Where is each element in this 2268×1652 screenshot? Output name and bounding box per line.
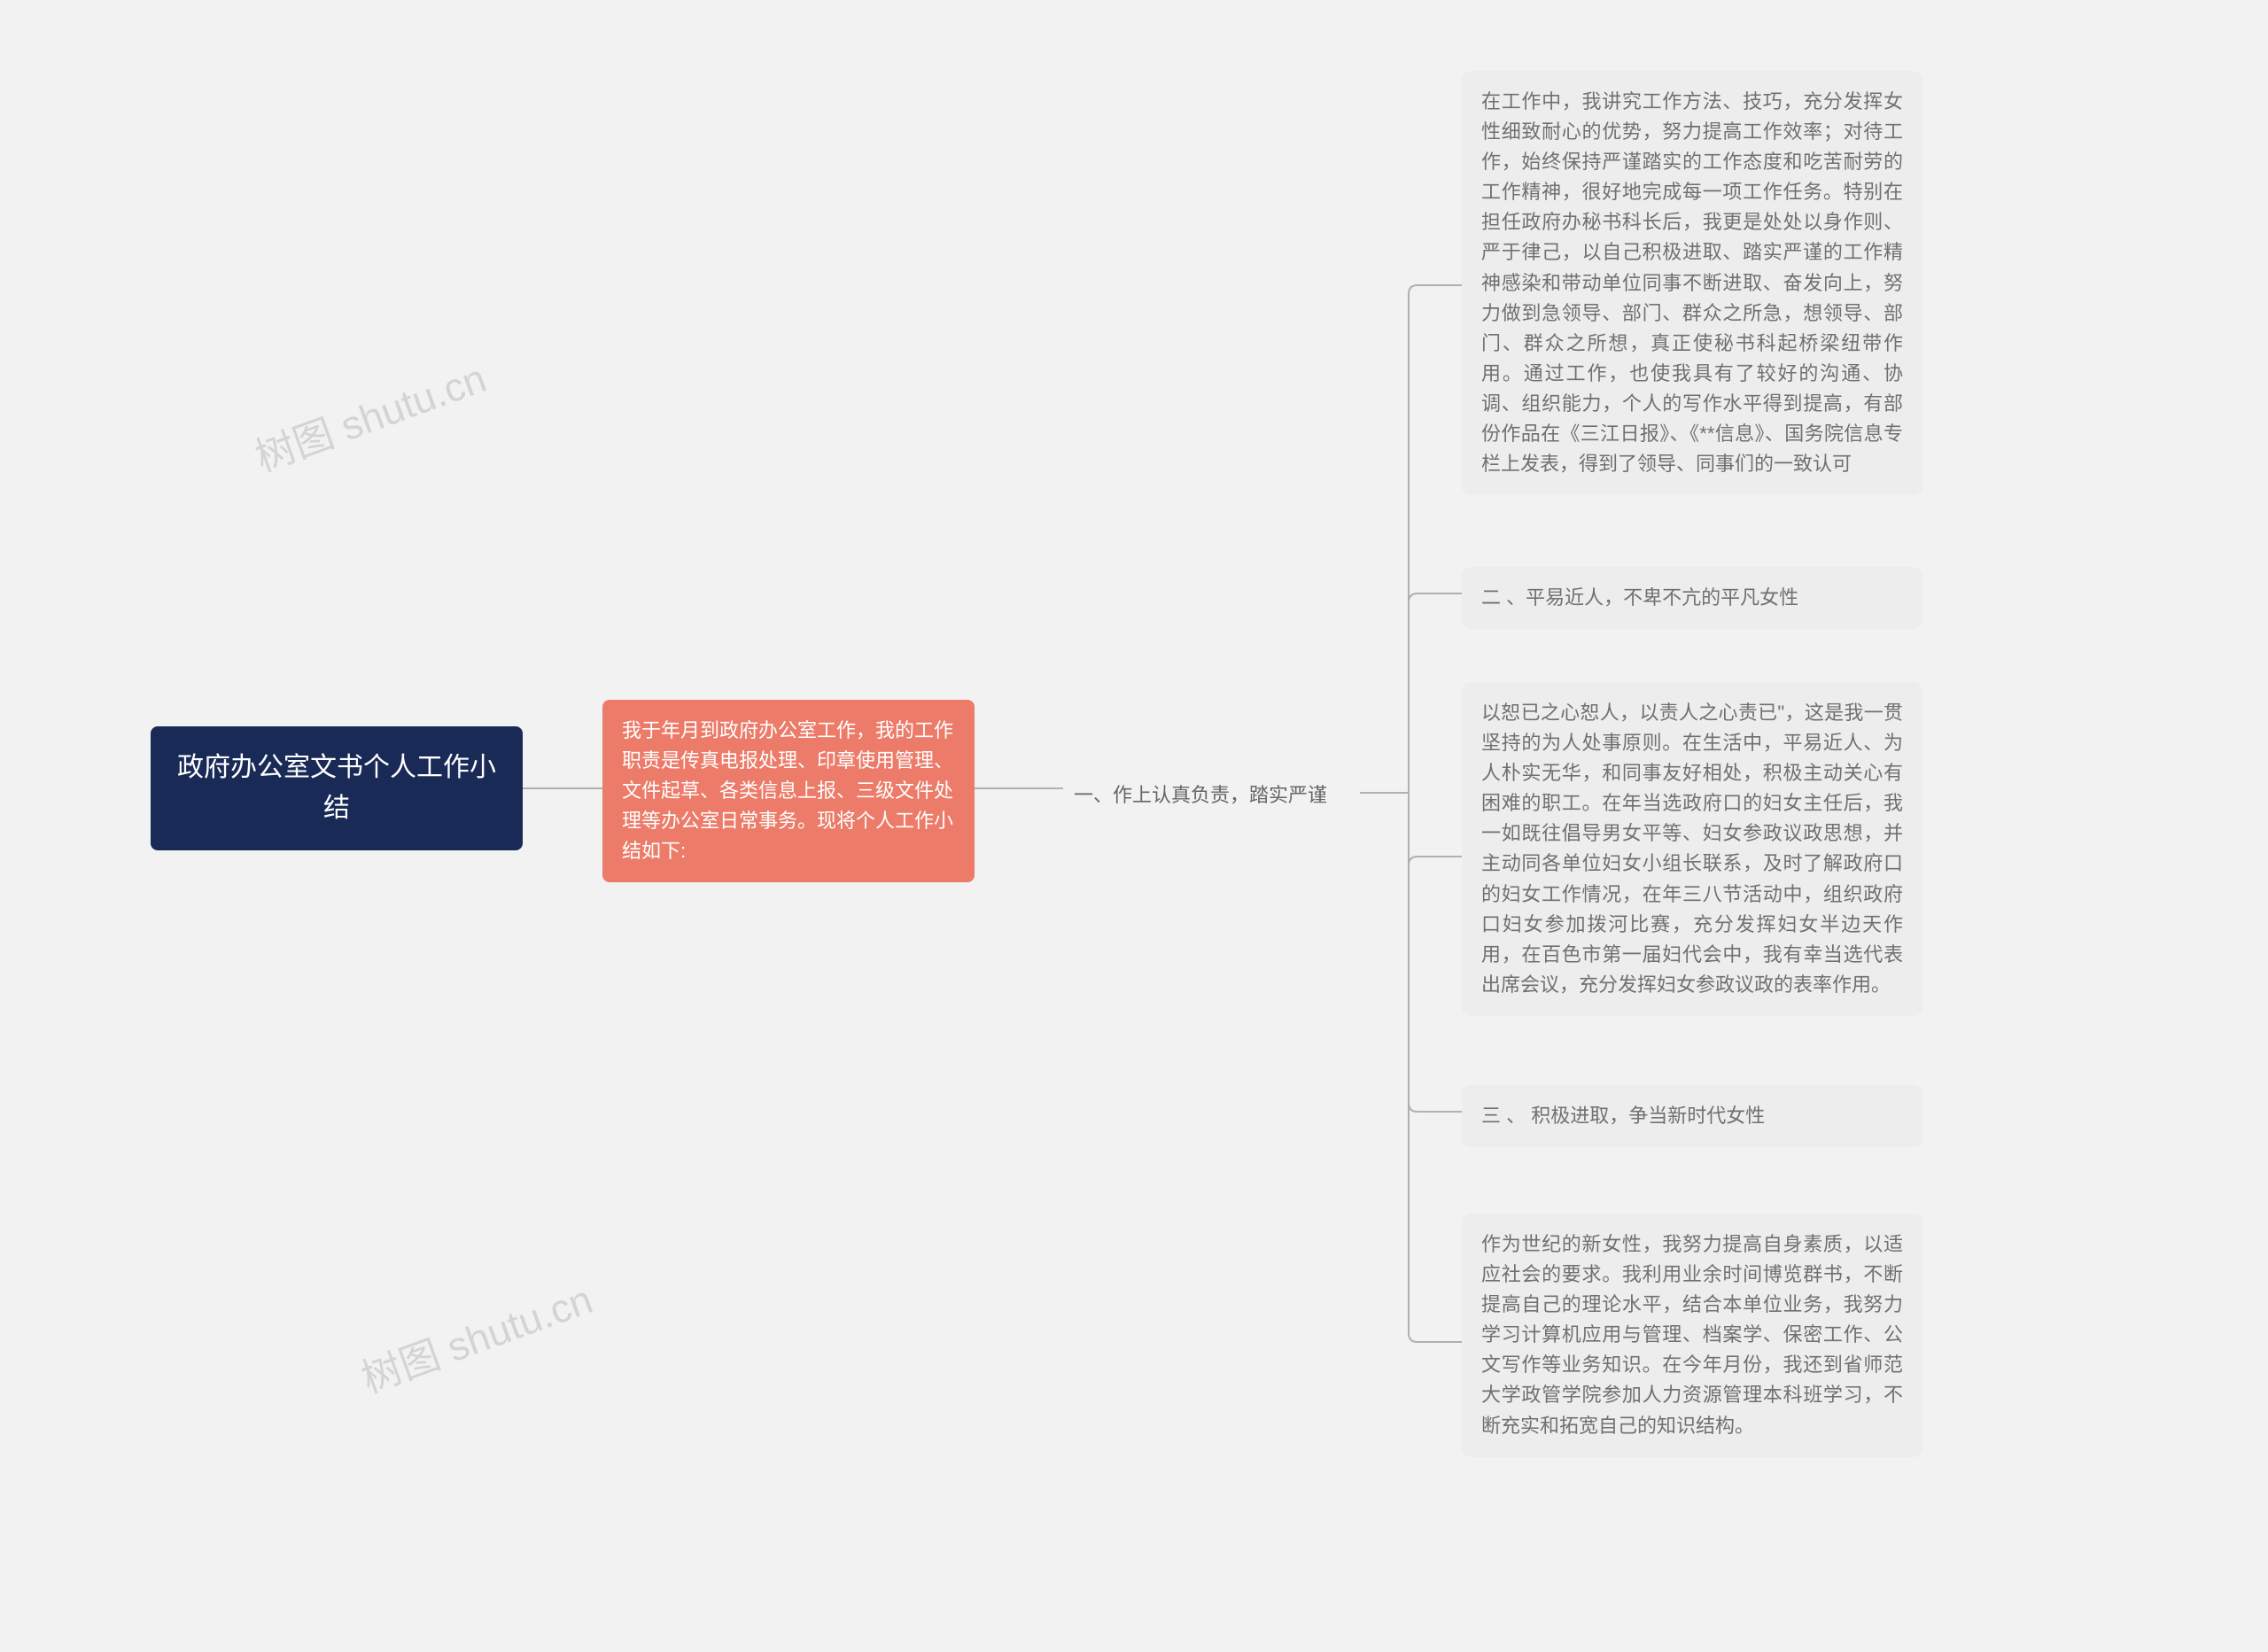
leaf-node-3[interactable]: 三 、 积极进取，争当新时代女性 [1462,1085,1922,1147]
watermark: 树图 shutu.cn [353,1268,599,1404]
level2-node[interactable]: 我于年月到政府办公室工作，我的工作职责是传真电报处理、印章使用管理、文件起草、各… [602,700,975,882]
mindmap-canvas: 树图 shutu.cn树图 shutu.cn树图 shutu.cn树图 shut… [0,0,2268,1652]
watermark: 树图 shutu.cn [246,346,493,483]
root-node[interactable]: 政府办公室文书个人工作小结 [151,726,523,850]
leaf-node-1[interactable]: 二 、平易近人，不卑不亢的平凡女性 [1462,567,1922,629]
level3-node[interactable]: 一、作上认真负责，踏实严谨 [1063,775,1364,816]
leaf-node-4[interactable]: 作为世纪的新女性，我努力提高自身素质，以适应社会的要求。我利用业余时间博览群书，… [1462,1214,1922,1457]
leaf-node-0[interactable]: 在工作中，我讲究工作方法、技巧，充分发挥女性细致耐心的优势，努力提高工作效率；对… [1462,71,1922,495]
leaf-node-2[interactable]: 以恕已之心恕人，以责人之心责已"，这是我一贯坚持的为人处事原则。在生活中，平易近… [1462,682,1922,1016]
